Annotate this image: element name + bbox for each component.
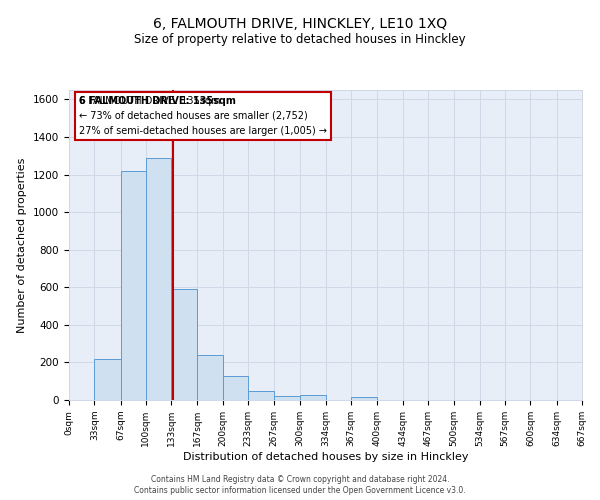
Y-axis label: Number of detached properties: Number of detached properties [17, 158, 28, 332]
Bar [197, 355, 223, 400]
Text: Contains public sector information licensed under the Open Government Licence v3: Contains public sector information licen… [134, 486, 466, 495]
Text: 6 FALMOUTH DRIVE: 135sqm
← 73% of detached houses are smaller (2,752)
27% of sem: 6 FALMOUTH DRIVE: 135sqm ← 73% of detach… [79, 96, 327, 136]
X-axis label: Distribution of detached houses by size in Hinckley: Distribution of detached houses by size … [183, 452, 468, 462]
Text: Size of property relative to detached houses in Hinckley: Size of property relative to detached ho… [134, 32, 466, 46]
Bar [248, 390, 274, 400]
Bar [171, 289, 197, 400]
Bar [300, 396, 326, 400]
Text: Contains HM Land Registry data © Crown copyright and database right 2024.: Contains HM Land Registry data © Crown c… [151, 475, 449, 484]
Bar [351, 397, 377, 400]
Text: 6 FALMOUTH DRIVE: 135sqm: 6 FALMOUTH DRIVE: 135sqm [79, 96, 236, 106]
Bar [121, 171, 146, 400]
Bar [94, 358, 121, 400]
Bar [274, 396, 300, 400]
Bar [223, 376, 248, 400]
Text: 6, FALMOUTH DRIVE, HINCKLEY, LE10 1XQ: 6, FALMOUTH DRIVE, HINCKLEY, LE10 1XQ [153, 18, 447, 32]
Bar [146, 158, 171, 400]
